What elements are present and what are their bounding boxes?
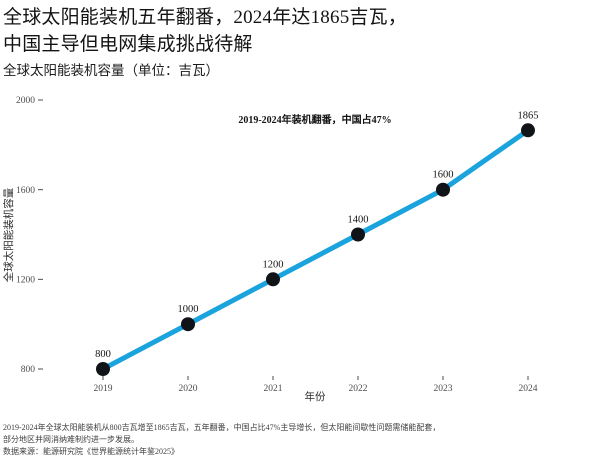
y-tick-label: 1200 bbox=[16, 276, 35, 286]
data-point bbox=[436, 182, 450, 197]
data-point bbox=[521, 123, 535, 138]
footnote-line2: 部分地区并网消纳难制约进一步发展。 bbox=[3, 435, 139, 444]
chart-footnote: 2019-2024年全球太阳能装机从800吉瓦增至1865吉瓦，五年翻番，中国占… bbox=[3, 422, 597, 458]
x-tick-label: 2020 bbox=[179, 384, 198, 394]
chart-title-line2: 中国主导但电网集成挑战待解 bbox=[3, 34, 253, 55]
chart-subtitle: 全球太阳能装机容量（单位：吉瓦） bbox=[3, 63, 219, 78]
data-point-label: 1200 bbox=[263, 259, 284, 270]
y-tick-label: 1600 bbox=[16, 186, 35, 196]
data-point-label: 1865 bbox=[518, 110, 539, 121]
x-tick-label: 2023 bbox=[434, 384, 453, 394]
y-tick-label: 2000 bbox=[16, 96, 35, 106]
x-tick-label: 2021 bbox=[264, 384, 283, 394]
data-point bbox=[181, 317, 195, 332]
x-tick-label: 2024 bbox=[519, 384, 538, 394]
footnote-line1: 2019-2024年全球太阳能装机从800吉瓦增至1865吉瓦，五年翻番，中国占… bbox=[3, 423, 441, 432]
chart-title-line1: 全球太阳能装机五年翻番，2024年达1865吉瓦， bbox=[3, 7, 408, 28]
data-point bbox=[96, 362, 110, 376]
data-point-label: 1600 bbox=[433, 170, 454, 181]
data-point bbox=[266, 272, 280, 287]
data-point-label: 1400 bbox=[348, 215, 369, 226]
data-point-label: 800 bbox=[95, 349, 111, 360]
y-axis-title: 全球太阳能装机容量 bbox=[2, 187, 15, 282]
trend-line bbox=[100, 127, 531, 372]
data-source-note: 数据来源：能源研究院《世界能源统计年鉴2025》 bbox=[3, 447, 179, 456]
data-point bbox=[351, 227, 365, 242]
x-tick-label: 2019 bbox=[94, 384, 113, 394]
x-axis-title: 年份 bbox=[305, 390, 326, 403]
chart-header: 全球太阳能装机五年翻番，2024年达1865吉瓦， 中国主导但电网集成挑战待解 … bbox=[3, 4, 593, 79]
y-tick-label: 800 bbox=[21, 365, 36, 375]
data-point-label: 1000 bbox=[178, 304, 199, 315]
annotation-note: 2019-2024年装机翻番，中国占47% bbox=[238, 113, 391, 126]
x-tick-label: 2022 bbox=[349, 384, 368, 394]
